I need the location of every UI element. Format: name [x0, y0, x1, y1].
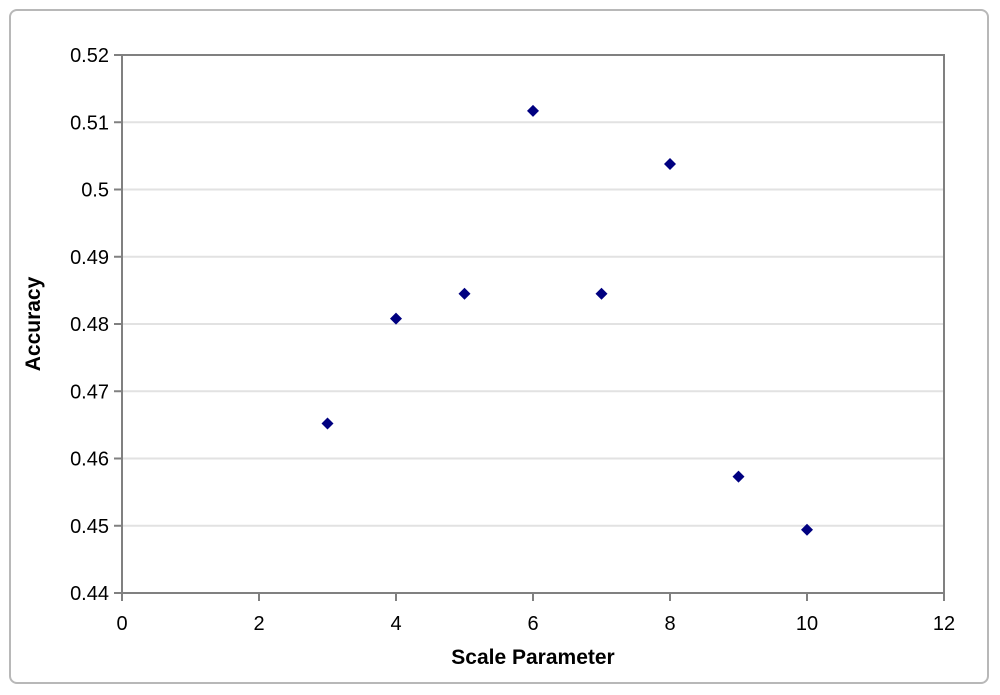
y-tick-label: 0.49: [70, 247, 109, 269]
x-tick-label: 2: [253, 613, 264, 635]
axis-ticks: [114, 54, 945, 601]
x-tick-label: 6: [527, 613, 538, 635]
data-point-marker: [390, 312, 402, 325]
data-point-marker: [732, 470, 745, 483]
y-axis-title: Accuracy: [22, 276, 45, 371]
tick-labels: 0.44 0.45 0.46 0.47 0.48 0.49 0.5 0.51 0.52 0 2 4 6 8…: [70, 45, 955, 635]
y-tick-label: 0.5: [81, 180, 109, 202]
data-point-marker: [321, 417, 334, 430]
data-point-marker: [664, 157, 676, 170]
x-tick-label: 8: [664, 613, 675, 635]
y-tick-label: 0.48: [70, 314, 109, 336]
gridlines: [122, 121, 944, 527]
y-tick-label: 0.45: [70, 516, 109, 538]
data-points: [321, 104, 813, 536]
data-point-marker: [527, 104, 539, 117]
plot-area-border: [121, 54, 945, 594]
y-tick-label: 0.47: [70, 381, 109, 403]
y-tick-label: 0.44: [70, 583, 109, 605]
x-tick-label: 0: [116, 613, 127, 635]
data-point-marker: [595, 287, 608, 300]
y-tick-label: 0.46: [70, 449, 109, 471]
plot-border: [121, 54, 945, 594]
x-tick-label: 4: [390, 613, 401, 635]
x-tick-label: 10: [796, 613, 818, 635]
x-tick-label: 12: [933, 613, 955, 635]
data-point-marker: [458, 287, 471, 300]
y-tick-label: 0.52: [70, 45, 109, 67]
y-tick-label: 0.51: [70, 112, 109, 134]
x-axis-title: Scale Parameter: [451, 646, 614, 669]
data-point-marker: [801, 523, 813, 536]
